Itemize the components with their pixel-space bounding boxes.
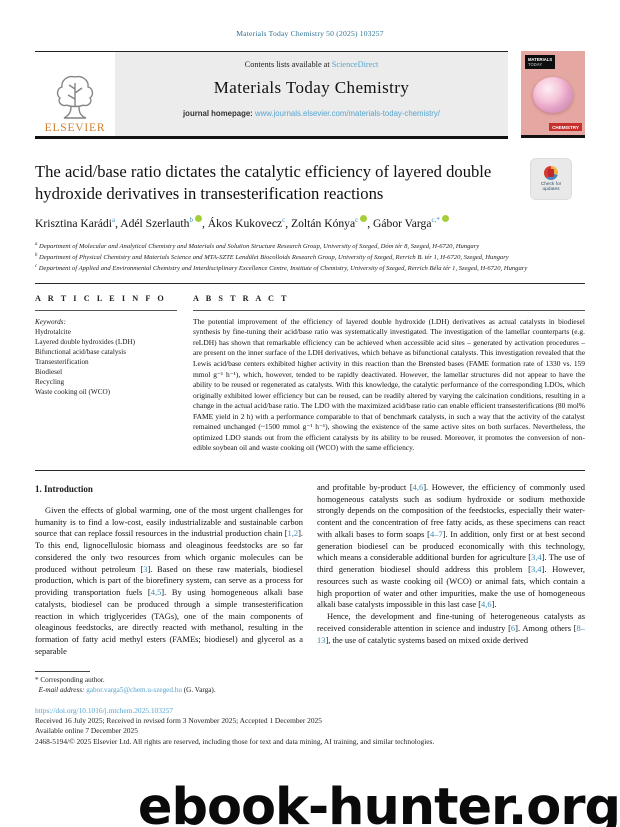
- affiliation: c Department of Applied and Environmenta…: [35, 263, 528, 273]
- journal-cover[interactable]: MATERIALS TODAY CHEMISTRY: [521, 51, 585, 138]
- citation-link[interactable]: 8–13: [317, 622, 585, 645]
- keyword: Recycling: [35, 377, 65, 386]
- section-heading-introduction: 1. Introduction: [35, 483, 93, 494]
- cover-brand-line1: MATERIALS: [528, 57, 553, 62]
- keyword: Hydrotalcite: [35, 327, 71, 336]
- footnote-rule: [35, 670, 90, 672]
- citation-link[interactable]: 4–7: [429, 528, 443, 539]
- keyword: Bifunctional acid/base catalysis: [35, 347, 127, 356]
- received-dates: Received 16 July 2025; Received in revis…: [35, 715, 322, 725]
- citation-link[interactable]: 3,4: [531, 552, 542, 563]
- body-left-column: 1. Introduction Given the effects of glo…: [35, 482, 303, 658]
- cover-chemistry-badge: CHEMISTRY: [549, 123, 582, 131]
- abstract-text: The potential improvement of the efficie…: [193, 316, 585, 453]
- cover-brand-box: MATERIALS TODAY: [525, 55, 555, 69]
- email-link[interactable]: gabor.varga5@chem.u-szeged.hu: [86, 685, 182, 694]
- abstract-body-divider: [35, 469, 585, 471]
- citation-link[interactable]: 4,5: [150, 587, 162, 598]
- check-for-updates-badge[interactable]: Check for updates: [531, 159, 571, 199]
- authors-line: Krisztina Karádia, Adél Szerlauthb, Ákos…: [35, 215, 585, 230]
- affiliation: a Department of Molecular and Analytical…: [35, 241, 480, 251]
- journal-masthead: ELSEVIER Contents lists available at Sci…: [35, 51, 585, 139]
- elsevier-logo[interactable]: ELSEVIER: [35, 52, 115, 136]
- keyword: Layered double hydroxides (LDH): [35, 337, 135, 346]
- masthead-banner-area: ELSEVIER Contents lists available at Sci…: [35, 51, 508, 139]
- email-label: E-mail address:: [38, 685, 85, 694]
- homepage-line: journal homepage: www.journals.elsevier.…: [115, 109, 508, 118]
- copyright-line: 2468-5194/© 2025 Elsevier Ltd. All right…: [35, 736, 435, 746]
- affiliation: b Department of Physical Chemistry and M…: [35, 252, 509, 262]
- citation-link[interactable]: 3,4: [530, 564, 542, 575]
- intro-paragraph-left: Given the effects of global warming, one…: [35, 504, 303, 656]
- article-title: The acid/base ratio dictates the catalyt…: [35, 162, 492, 203]
- article-footer: https://doi.org/10.1016/j.mtchem.2025.10…: [35, 706, 585, 747]
- corresponding-author-note: * Corresponding author.: [35, 675, 105, 684]
- keyword: Waste cooking oil (WCO): [35, 387, 111, 396]
- email-line: E-mail address: gabor.varga5@chem.u-szeg…: [35, 685, 585, 695]
- email-suffix: (G. Varga).: [183, 685, 216, 694]
- available-online: Available online 7 December 2025: [35, 726, 138, 736]
- intro-paragraph-right: and profitable by-product [4,6]. However…: [317, 481, 585, 610]
- abstract-rule: [193, 309, 585, 311]
- front-matter-divider: [35, 282, 585, 284]
- intro-paragraph-2: Hence, the development and fine-tuning o…: [317, 611, 585, 645]
- footnote-block: * Corresponding author. E-mail address: …: [35, 670, 585, 695]
- journal-title: Materials Today Chemistry: [213, 78, 410, 97]
- ebook-hunter-watermark: ebook-hunter.org: [137, 778, 620, 827]
- author-name[interactable]: Adél Szerlauthb: [120, 215, 202, 230]
- doi-link[interactable]: https://doi.org/10.1016/j.mtchem.2025.10…: [35, 705, 174, 715]
- homepage-label: journal homepage:: [183, 109, 253, 118]
- article-body: 1. Introduction Given the effects of glo…: [35, 482, 585, 658]
- citation-link[interactable]: 3: [143, 563, 148, 574]
- contents-text: Contents lists available at: [244, 60, 330, 69]
- affiliations-list: a Department of Molecular and Analytical…: [35, 241, 585, 274]
- citation-link[interactable]: 6: [510, 622, 516, 633]
- author-name[interactable]: Zoltán Kónyac: [291, 215, 368, 230]
- elsevier-logo-text: ELSEVIER: [44, 122, 106, 134]
- article-info-rule: [35, 309, 177, 311]
- cover-brand-line2: TODAY: [528, 62, 543, 67]
- keywords-label: Keywords:: [35, 317, 66, 326]
- info-abstract-section: A R T I C L E I N F O Keywords: Hydrotal…: [35, 284, 585, 470]
- citation-link[interactable]: 1,2: [287, 528, 299, 539]
- author-name[interactable]: Krisztina Karádia: [35, 216, 116, 230]
- journal-reference-line: Materials Today Chemistry 50 (2025) 1032…: [236, 29, 384, 38]
- journal-banner: Contents lists available at ScienceDirec…: [115, 52, 508, 136]
- keyword: Transesterification: [35, 357, 89, 366]
- keywords-list: Hydrotalcite Layered double hydroxides (L…: [35, 327, 177, 397]
- article-info-column: A R T I C L E I N F O Keywords: Hydrotal…: [35, 294, 177, 454]
- homepage-link[interactable]: www.journals.elsevier.com/materials-toda…: [254, 109, 440, 118]
- orcid-icon[interactable]: [441, 215, 449, 222]
- elsevier-tree-icon: [56, 75, 94, 119]
- article-info-heading: A R T I C L E I N F O: [35, 293, 167, 303]
- body-right-column: and profitable by-product [4,6]. However…: [317, 482, 585, 658]
- citation-link[interactable]: 4,6: [412, 481, 424, 492]
- check-for-updates-label: Check for updates: [540, 181, 562, 192]
- cover-sphere-image: [533, 77, 573, 113]
- author-name[interactable]: Ákos Kukoveczc: [207, 216, 286, 230]
- orcid-icon[interactable]: [360, 215, 368, 222]
- orcid-icon[interactable]: [194, 215, 202, 222]
- check-for-updates-icon: [544, 165, 558, 180]
- citation-link[interactable]: 4,6: [481, 599, 492, 610]
- author-name[interactable]: Gábor Vargac,*: [373, 215, 449, 230]
- sciencedirect-link[interactable]: ScienceDirect: [331, 60, 379, 69]
- abstract-heading: A B S T R A C T: [193, 293, 290, 303]
- keyword: Biodiesel: [35, 367, 63, 376]
- abstract-column: A B S T R A C T The potential improvemen…: [193, 294, 585, 454]
- contents-line: Contents lists available at ScienceDirec…: [115, 60, 508, 69]
